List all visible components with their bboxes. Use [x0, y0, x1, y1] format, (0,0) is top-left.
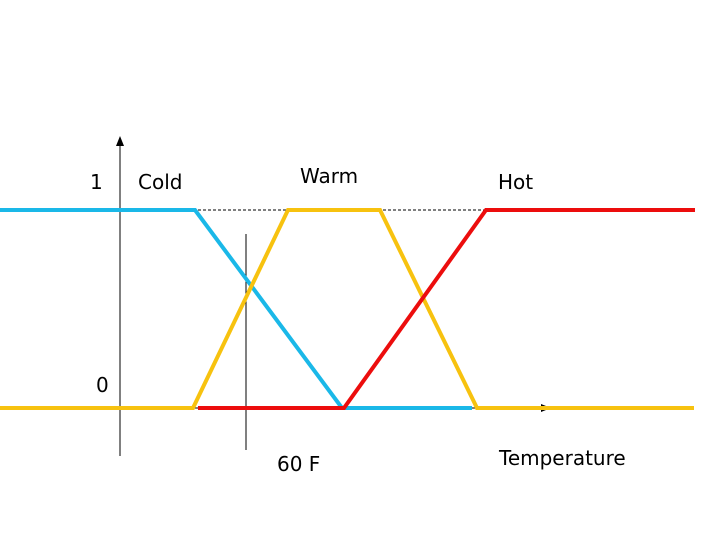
- series-layer: [0, 208, 695, 410]
- marker-label: 60 F: [277, 452, 320, 476]
- y-tick-label-one: 1: [90, 170, 103, 194]
- series-line-cold: [0, 208, 472, 410]
- x-axis-label: Temperature: [498, 446, 626, 470]
- series-label-hot: Hot: [498, 170, 533, 194]
- series-line-warm: [0, 208, 694, 410]
- series-line-hot: [198, 208, 695, 410]
- series-label-cold: Cold: [138, 170, 182, 194]
- y-axis-arrowhead: [116, 136, 124, 146]
- y-tick-label-zero: 0: [96, 373, 109, 397]
- series-label-warm: Warm: [300, 164, 358, 188]
